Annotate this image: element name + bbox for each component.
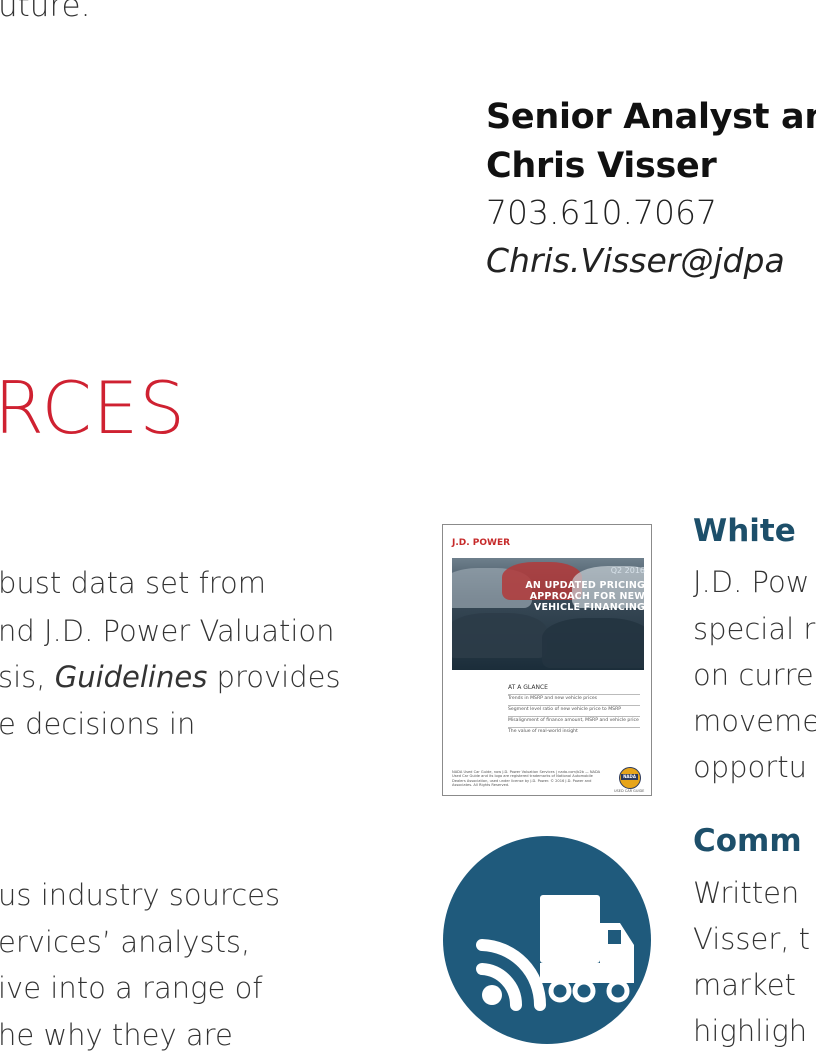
truck-window xyxy=(608,930,621,944)
white-paper-line: moveme xyxy=(693,704,816,738)
nada-badge-sub: USED CAR GUIDE xyxy=(614,789,645,793)
nada-badge-label: NADA xyxy=(621,774,638,780)
paragraph-2-line: ervices’ analysts, xyxy=(0,925,251,959)
rss-arc-outer xyxy=(476,939,546,1011)
white-paper-title[interactable]: White xyxy=(693,513,796,549)
cover-glance-item: The value of real-world insight xyxy=(508,727,640,734)
cover-glance-item: Segment level ratio of new vehicle price… xyxy=(508,705,640,712)
truck-wheel-front xyxy=(606,979,630,1003)
rss-arc-inner xyxy=(476,963,523,1011)
cover-headline: AN UPDATED PRICING APPROACH FOR NEW VEHI… xyxy=(525,580,645,613)
commentary-line: market xyxy=(693,968,796,1002)
contact-name: Chris Visser xyxy=(486,146,717,186)
commentary-line: Written xyxy=(693,876,800,910)
rss-truck-icon[interactable] xyxy=(442,835,652,1045)
contact-role: Senior Analyst an xyxy=(486,97,816,137)
truck-cargo xyxy=(540,895,600,963)
section-heading: RCES xyxy=(0,366,186,450)
nada-badge-icon: NADA xyxy=(619,767,641,789)
commentary-line: Visser, t xyxy=(693,922,811,956)
contact-phone[interactable]: 703.610.7067 xyxy=(486,193,717,232)
paragraph-1-line: bust data set from xyxy=(0,566,267,600)
cover-brand: J.D. POWER xyxy=(452,538,511,548)
paragraph-2-line: ive into a range of xyxy=(0,971,263,1005)
truck-base xyxy=(540,963,600,983)
cover-glance-title: AT A GLANCE xyxy=(508,684,548,691)
intro-text: uture. xyxy=(0,0,91,24)
white-paper-line: J.D. Pow xyxy=(693,565,810,599)
paragraph-2-line: us industry sources xyxy=(0,878,281,912)
cover-glance-item: Trends in MSRP and new vehicle prices xyxy=(508,694,640,701)
white-paper-line: opportu xyxy=(693,750,807,784)
cover-footer-note: NADA Used Car Guide, now J.D. Power Valu… xyxy=(452,770,601,788)
cover-quarter: Q2 2016 xyxy=(610,566,645,575)
truck-wheel-rear xyxy=(548,979,572,1003)
cover-glance-item: Misalignment of finance amount, MSRP and… xyxy=(508,716,640,723)
paragraph-2-line: he why they are xyxy=(0,1018,233,1052)
white-paper-cover[interactable]: J.D. POWER Q2 2016 AN UPDATED PRICING AP… xyxy=(442,524,652,796)
paragraph-1-line: sis, Guidelines provides xyxy=(0,660,341,694)
commentary-line: highligh xyxy=(693,1014,808,1048)
white-paper-line: special r xyxy=(693,612,816,646)
guidelines-title: Guidelines xyxy=(54,660,208,694)
white-paper-line: on curre xyxy=(693,658,814,692)
paragraph-1-line: nd J.D. Power Valuation xyxy=(0,614,335,648)
paragraph-1-line: e decisions in xyxy=(0,707,196,741)
truck-wheel-middle xyxy=(572,979,596,1003)
contact-email[interactable]: Chris.Visser@jdpa xyxy=(486,241,785,280)
commentary-title[interactable]: Comm xyxy=(693,823,802,859)
cover-photo xyxy=(452,558,644,670)
rss-dot xyxy=(482,985,502,1005)
